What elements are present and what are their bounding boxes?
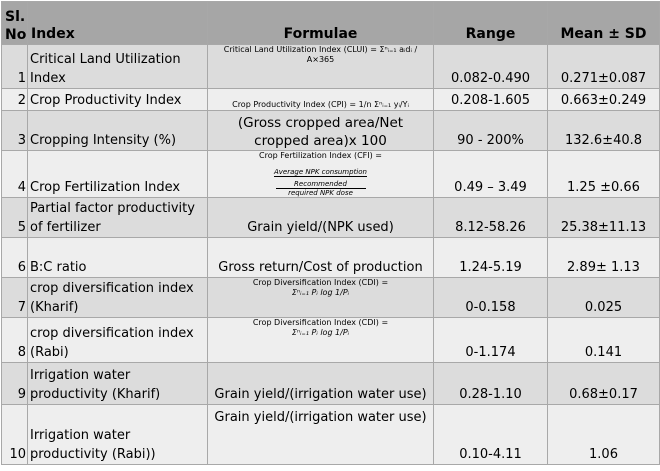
range-value: 0.10-4.11 [433, 404, 548, 465]
formula-denominator: required NPK dose [288, 189, 353, 197]
header-row: Sl. No. Index Formulae Range Mean ± SD [1, 1, 660, 45]
formula: Gross return/Cost of production [207, 237, 434, 278]
formula: Grain yield/(irrigation water use) [207, 362, 434, 405]
header-range: Range [433, 1, 548, 45]
row-number: 4 [1, 150, 28, 198]
table-row: 6 B:C ratio Gross return/Cost of product… [1, 237, 660, 278]
mean-value: 0.141 [547, 317, 660, 363]
range-value: 0-0.158 [433, 277, 548, 318]
index-name: Irrigation water productivity (Kharif) [27, 362, 208, 405]
row-number: 2 [1, 88, 28, 111]
index-name: Critical Land Utilization Index [27, 44, 208, 89]
formula-numerator: Average NPK consumption [274, 168, 367, 177]
formula-cell: Critical Land Utilization Index (CLUI) =… [207, 44, 434, 89]
index-name: crop diversification index (Rabi) [27, 317, 208, 363]
formula-cell: Crop Diversification Index (CDI) = Σⁿᵢ₌₁… [207, 277, 434, 318]
mean-value: 1.25 ±0.66 [547, 150, 660, 198]
header-mean-sd: Mean ± SD [547, 1, 660, 45]
index-name: B:C ratio [27, 237, 208, 278]
table-row: 1 Critical Land Utilization Index Critic… [1, 44, 660, 89]
formula: Grain yield/(irrigation water use) [207, 404, 434, 465]
formula: (Gross cropped area/Net cropped area)x 1… [207, 110, 434, 151]
table-row: 10 Irrigation water productivity (Rabi))… [1, 404, 660, 465]
table-row: 3 Cropping Intensity (%) (Gross cropped … [1, 110, 660, 151]
index-name: Partial factor productivity of fertilize… [27, 197, 208, 238]
mean-value: 0.663±0.249 [547, 88, 660, 111]
formula-title: Crop Diversification Index (CDI) = [252, 278, 389, 288]
index-name: Irrigation water productivity (Rabi)) [27, 404, 208, 465]
table-row: 8 crop diversification index (Rabi) Crop… [1, 317, 660, 363]
range-value: 0.208-1.605 [433, 88, 548, 111]
range-value: 8.12-58.26 [433, 197, 548, 238]
table-row: 9 Irrigation water productivity (Kharif)… [1, 362, 660, 405]
mean-value: 25.38±11.13 [547, 197, 660, 238]
range-value: 0.49 – 3.49 [433, 150, 548, 198]
index-name: crop diversification index (Kharif) [27, 277, 208, 318]
row-number: 1 [1, 44, 28, 89]
range-value: 0.082-0.490 [433, 44, 548, 89]
row-number: 7 [1, 277, 28, 318]
formula-cell: Crop Diversification Index (CDI) = Σⁿᵢ₌₁… [207, 317, 434, 363]
header-formulae: Formulae [207, 1, 434, 45]
mean-value: 2.89± 1.13 [547, 237, 660, 278]
table-row: 2 Crop Productivity Index Crop Productiv… [1, 88, 660, 111]
formula: Crop Productivity Index (CPI) = 1/n Σⁿᵢ₌… [232, 100, 409, 109]
row-number: 3 [1, 110, 28, 151]
formula: Grain yield/(NPK used) [207, 197, 434, 238]
formula-cell: Crop Productivity Index (CPI) = 1/n Σⁿᵢ₌… [207, 88, 434, 111]
range-value: 0-1.174 [433, 317, 548, 363]
formula-title: Crop Fertilization Index (CFI) = [259, 151, 382, 161]
table-row: 5 Partial factor productivity of fertili… [1, 197, 660, 238]
formula: Critical Land Utilization Index (CLUI) =… [223, 45, 418, 65]
mean-value: 0.025 [547, 277, 660, 318]
formula-title: Crop Diversification Index (CDI) = [252, 318, 389, 328]
range-value: 1.24-5.19 [433, 237, 548, 278]
mean-value: 1.06 [547, 404, 660, 465]
mean-value: 132.6±40.8 [547, 110, 660, 151]
index-name: Cropping Intensity (%) [27, 110, 208, 151]
range-value: 0.28-1.10 [433, 362, 548, 405]
formula-cell: Crop Fertilization Index (CFI) = Average… [207, 150, 434, 198]
row-number: 9 [1, 362, 28, 405]
mean-value: 0.271±0.087 [547, 44, 660, 89]
formula-middle: Recommended [275, 180, 366, 189]
row-number: 10 [1, 404, 28, 465]
formula-expression: Σⁿᵢ₌₁ Pᵢ log 1/Pᵢ [291, 328, 350, 337]
header-sl-no: Sl. No. [1, 1, 28, 45]
index-name: Crop Fertilization Index [27, 150, 208, 198]
row-number: 8 [1, 317, 28, 363]
table-row: 4 Crop Fertilization Index Crop Fertiliz… [1, 150, 660, 198]
header-index: Index [27, 1, 208, 45]
row-number: 6 [1, 237, 28, 278]
table-row: 7 crop diversification index (Kharif) Cr… [1, 277, 660, 318]
formula-expression: Σⁿᵢ₌₁ Pᵢ log 1/Pᵢ [291, 288, 350, 297]
row-number: 5 [1, 197, 28, 238]
index-name: Crop Productivity Index [27, 88, 208, 111]
range-value: 90 - 200% [433, 110, 548, 151]
mean-value: 0.68±0.17 [547, 362, 660, 405]
